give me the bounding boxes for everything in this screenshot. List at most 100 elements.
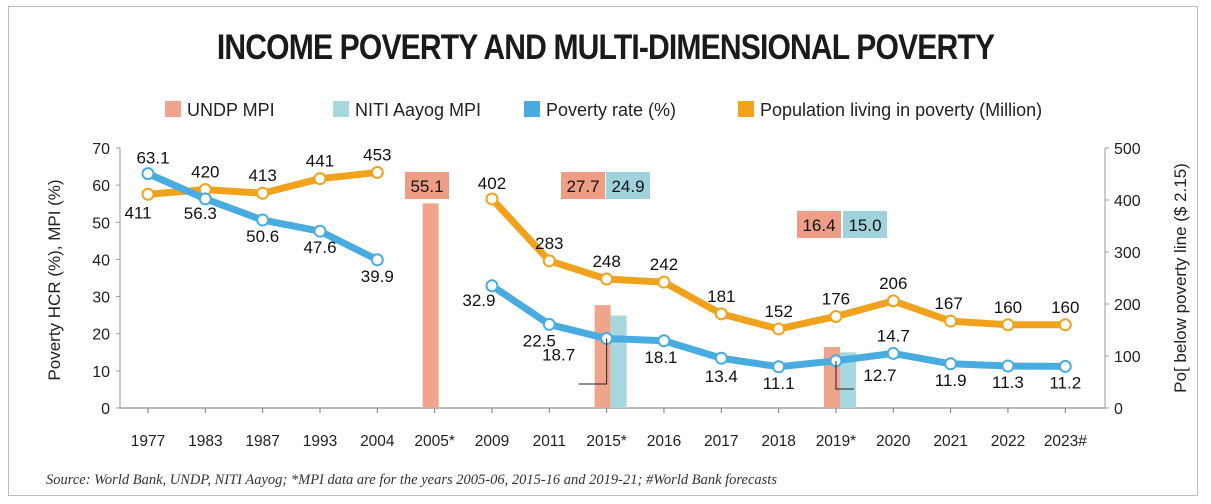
x-tick-label: 1987 xyxy=(245,433,279,450)
y-left-tick-label: 70 xyxy=(92,141,110,158)
poverty-rate-label: 22.5 xyxy=(523,331,556,350)
undp-bar-label: 16.4 xyxy=(802,216,835,235)
population-label: 206 xyxy=(879,274,907,293)
bar xyxy=(839,352,856,408)
y-left-tick-label: 40 xyxy=(92,252,110,269)
niti-bar-label: 15.0 xyxy=(848,216,881,235)
source-note: Source: World Bank, UNDP, NITI Aayog; *M… xyxy=(46,472,777,488)
data-point xyxy=(141,167,155,181)
poverty-rate-label: 63.1 xyxy=(136,149,169,168)
x-tick-label: 2019* xyxy=(816,433,857,450)
data-point xyxy=(198,192,212,206)
data-point xyxy=(485,192,499,206)
niti-bar-label-box xyxy=(843,211,887,238)
legend-label: NITI Aayog MPI xyxy=(355,100,481,120)
population-label: 453 xyxy=(363,145,391,164)
niti-bar-label: 24.9 xyxy=(611,177,644,196)
y-right-tick-label: 300 xyxy=(1114,245,1141,262)
undp-bar-label-box xyxy=(797,211,841,238)
data-point xyxy=(886,294,900,308)
x-tick-label: 2022 xyxy=(991,433,1025,450)
data-point xyxy=(657,275,671,289)
x-tick-label: 2015* xyxy=(586,433,627,450)
x-tick-label: 2023# xyxy=(1044,433,1087,450)
y-right-tick-label: 500 xyxy=(1114,141,1141,158)
y-left-tick-label: 20 xyxy=(92,327,110,344)
poverty-rate-label: 56.3 xyxy=(184,204,217,223)
data-point xyxy=(141,187,155,201)
legend-label: Population living in poverty (Million) xyxy=(760,100,1042,120)
data-point xyxy=(1058,318,1072,332)
x-tick-label: 1977 xyxy=(131,433,165,450)
y-right-tick-label: 200 xyxy=(1114,297,1141,314)
x-tick-label: 1983 xyxy=(188,433,222,450)
x-tick-label: 1993 xyxy=(303,433,337,450)
data-point xyxy=(1001,359,1015,373)
y-right-tick-label: 0 xyxy=(1114,401,1123,418)
population-label: 160 xyxy=(1051,298,1079,317)
legend-swatch xyxy=(524,101,540,117)
x-tick-label: 2009 xyxy=(475,433,509,450)
data-point xyxy=(370,165,384,179)
y-left-axis-title: Poverty HCR (%), MPI (%) xyxy=(45,179,64,380)
data-point xyxy=(772,360,786,374)
population-label: 411 xyxy=(124,203,151,222)
population-label: 283 xyxy=(535,234,563,253)
population-label: 160 xyxy=(994,298,1022,317)
data-point xyxy=(600,272,614,286)
population-label: 242 xyxy=(650,255,678,274)
population-label: 248 xyxy=(592,252,620,271)
chart-frame xyxy=(8,6,1198,496)
population-label: 167 xyxy=(934,294,962,313)
poverty-rate-label: 50.6 xyxy=(246,227,279,246)
population-label: 413 xyxy=(248,166,276,185)
y-left-tick-label: 60 xyxy=(92,178,110,195)
y-right-tick-label: 400 xyxy=(1114,193,1141,210)
data-point xyxy=(256,186,270,200)
bar xyxy=(594,305,611,408)
poverty-rate-label: 11.3 xyxy=(992,373,1024,392)
data-point xyxy=(829,309,843,323)
population-label: 152 xyxy=(764,302,792,321)
data-point xyxy=(313,224,327,238)
data-point xyxy=(256,213,270,227)
poverty-rate-label: 11.2 xyxy=(1049,373,1081,392)
poverty-rate-label: 39.9 xyxy=(361,267,394,286)
poverty-rate-label: 12.7 xyxy=(863,366,896,385)
x-tick-label: 2017 xyxy=(704,433,738,450)
undp-bar-label: 55.1 xyxy=(410,177,443,196)
data-point xyxy=(313,172,327,186)
poverty-rate-label: 18.1 xyxy=(644,348,677,367)
leader-line xyxy=(578,338,608,385)
y-left-tick-label: 30 xyxy=(92,290,110,307)
population-label: 402 xyxy=(478,174,506,193)
undp-bar-label-box xyxy=(405,172,449,199)
legend-label: Poverty rate (%) xyxy=(546,100,676,120)
poverty-rate-label: 13.4 xyxy=(705,367,738,386)
data-point xyxy=(714,351,728,365)
y-left-tick-label: 0 xyxy=(101,401,110,418)
data-point xyxy=(944,314,958,328)
population-label: 176 xyxy=(822,289,850,308)
data-point xyxy=(1058,359,1072,373)
legend-swatch xyxy=(165,101,181,117)
chart-title: INCOME POVERTY AND MULTI-DIMENSIONAL POV… xyxy=(216,28,995,67)
data-point xyxy=(944,357,958,371)
undp-bar-label: 27.7 xyxy=(566,177,599,196)
poverty-rate-label: 18.7 xyxy=(542,346,575,365)
poverty-rate-label: 32.9 xyxy=(462,291,495,310)
data-point xyxy=(542,254,556,268)
niti-bar-label-box xyxy=(606,172,650,199)
x-tick-label: 2016 xyxy=(647,433,681,450)
undp-bar-label-box xyxy=(561,172,605,199)
x-tick-label: 2004 xyxy=(360,433,395,450)
x-tick-label: 2005* xyxy=(414,433,455,450)
poverty-rate-label: 11.9 xyxy=(935,371,967,390)
data-point xyxy=(1001,318,1015,332)
data-point xyxy=(772,322,786,336)
x-tick-label: 2011 xyxy=(533,433,566,450)
data-point xyxy=(657,334,671,348)
y-left-tick-label: 50 xyxy=(92,215,110,232)
y-left-tick-label: 10 xyxy=(92,364,110,381)
